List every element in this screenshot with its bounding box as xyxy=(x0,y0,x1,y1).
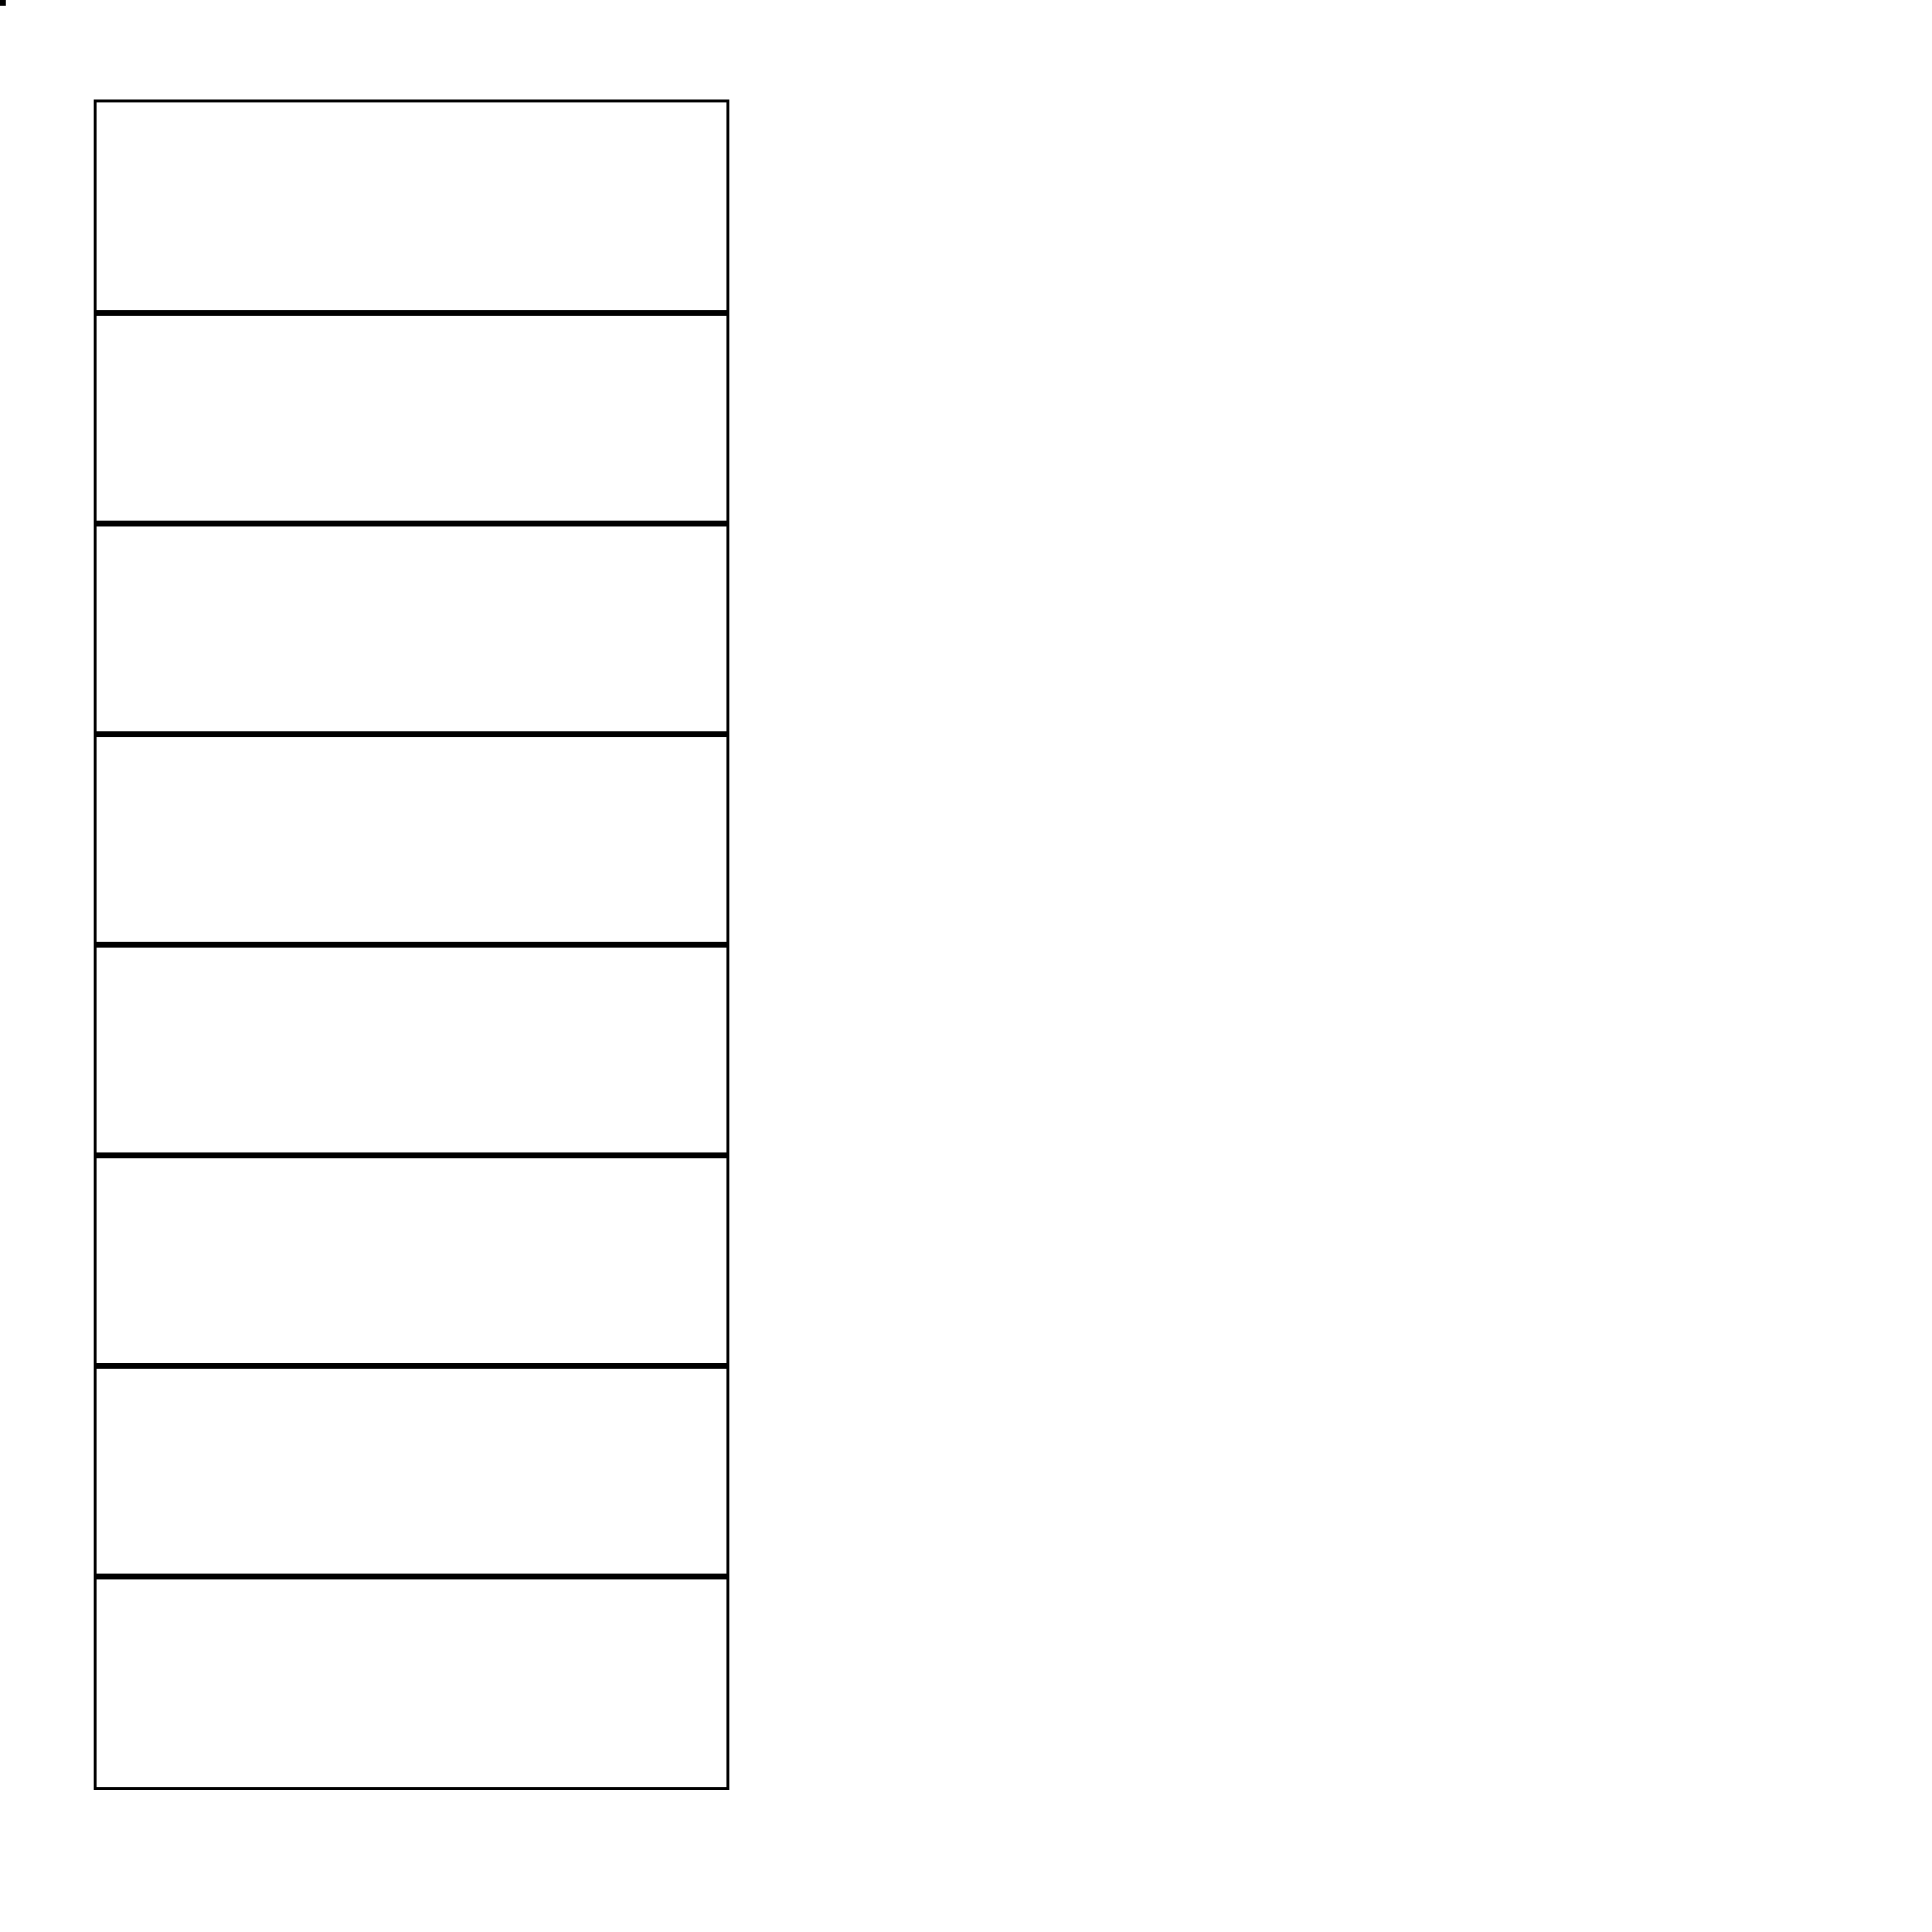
panel-dz xyxy=(94,521,729,737)
panel-dx xyxy=(94,99,729,316)
panel-lvlh-xyz xyxy=(94,1574,729,1790)
histogram-panel xyxy=(0,0,6,6)
left-panel-column xyxy=(94,99,729,1790)
panel-magnitude xyxy=(94,731,729,948)
panel-datt xyxy=(94,942,729,1158)
panel-dy xyxy=(94,310,729,526)
panel-diat xyxy=(94,1152,729,1369)
panel-beta-sun xyxy=(94,1363,729,1579)
